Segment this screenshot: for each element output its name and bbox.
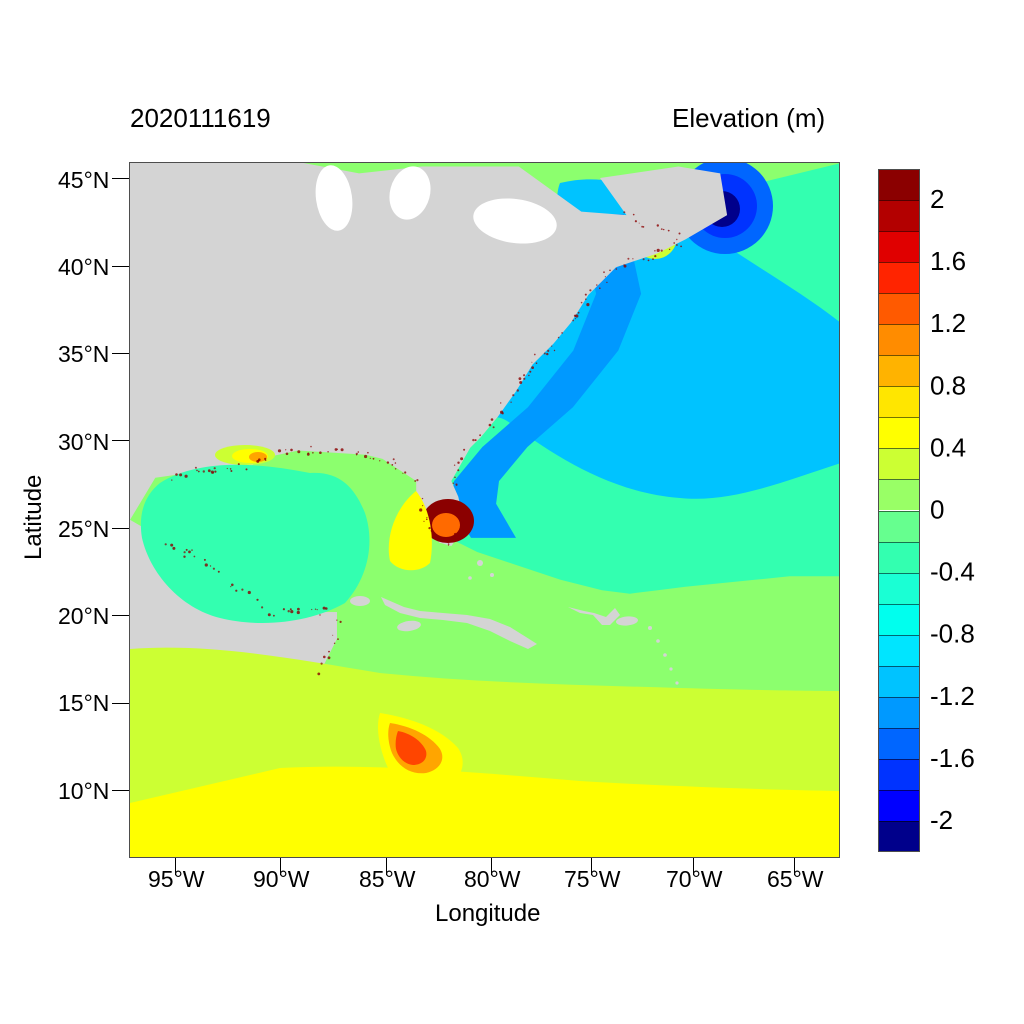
svg-text:0.8: 0.8 [930, 370, 966, 400]
svg-text:-1.2: -1.2 [930, 681, 975, 711]
svg-text:1.6: 1.6 [930, 246, 966, 276]
svg-text:0: 0 [930, 495, 944, 525]
svg-text:0.4: 0.4 [930, 432, 966, 462]
svg-text:2: 2 [930, 184, 944, 214]
svg-text:-0.4: -0.4 [930, 557, 975, 587]
svg-text:-0.8: -0.8 [930, 619, 975, 649]
svg-text:-1.6: -1.6 [930, 743, 975, 773]
svg-text:-2: -2 [930, 805, 953, 835]
svg-text:1.2: 1.2 [930, 308, 966, 338]
